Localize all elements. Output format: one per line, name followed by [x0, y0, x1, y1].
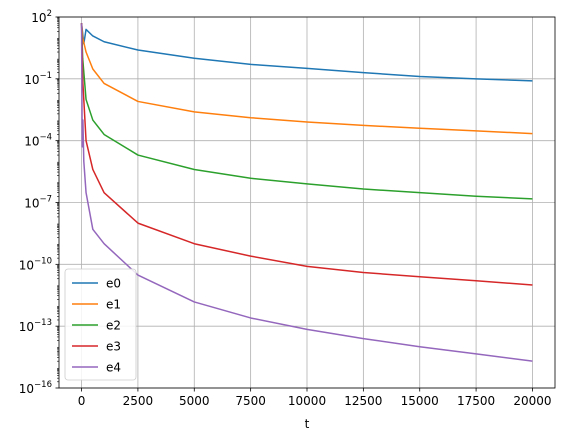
- series-line-e2: [80, 23, 533, 200]
- x-axis: 0 2500 5000 7500 10000 12500 15000 17500 20000: [78, 388, 552, 408]
- y-tick-label: 102: [31, 9, 52, 25]
- y-tick-label: 10−1: [24, 71, 52, 87]
- x-tick-label: 5000: [179, 394, 210, 408]
- y-tick-label: 10−10: [19, 256, 52, 272]
- legend-label-e2: e2: [106, 319, 121, 333]
- x-tick-label: 2500: [123, 394, 154, 408]
- y-tick-label: 10−7: [24, 195, 52, 211]
- x-tick-label: 12500: [344, 394, 382, 408]
- legend-label-e0: e0: [106, 277, 121, 291]
- series-line-e1: [80, 23, 533, 135]
- legend-box: [64, 268, 137, 381]
- y-tick-label: 10−13: [19, 318, 52, 334]
- legend-label-e3: e3: [106, 340, 121, 354]
- y-tick-label: 10−16: [19, 380, 52, 396]
- y-axis: 10−16 10−13 10−10 10−7 10−4 10−1 102: [19, 9, 59, 396]
- x-tick-label: 15000: [401, 394, 439, 408]
- x-tick-label: 10000: [288, 394, 326, 408]
- legend-label-e4: e4: [106, 361, 121, 375]
- x-tick-label: 17500: [457, 394, 495, 408]
- x-axis-label: t: [305, 417, 310, 431]
- x-tick-label: 20000: [513, 394, 551, 408]
- legend: e0 e1 e2 e3 e4: [64, 268, 137, 381]
- x-tick-label: 0: [78, 394, 86, 408]
- series-line-e0: [80, 23, 533, 82]
- series-line-e3: [80, 23, 533, 286]
- y-tick-label: 10−4: [24, 133, 52, 149]
- x-tick-label: 7500: [235, 394, 266, 408]
- series-line-e4: [80, 23, 533, 362]
- legend-label-e1: e1: [106, 298, 121, 312]
- series-layer: [80, 23, 533, 362]
